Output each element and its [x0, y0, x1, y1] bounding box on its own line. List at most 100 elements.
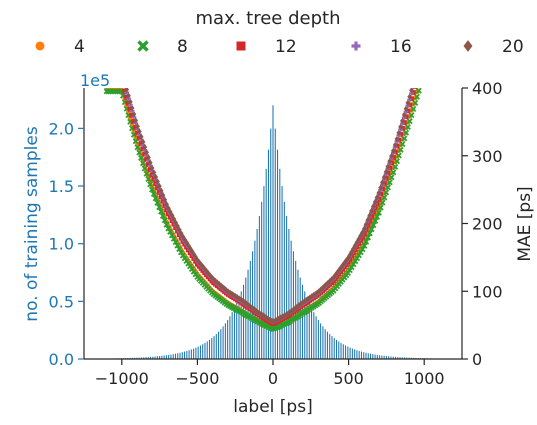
point-series-16 [119, 73, 124, 78]
point-series-16 [422, 47, 427, 52]
y-right-tick-label: 300 [472, 147, 503, 166]
histogram-bar [266, 169, 267, 359]
point-series-20 [431, 43, 436, 49]
point-series-16 [427, 47, 432, 52]
histogram-bar [186, 351, 187, 359]
point-series-20 [425, 43, 430, 49]
histogram-bar [291, 241, 292, 359]
histogram-bar [341, 343, 342, 359]
point-series-16 [110, 73, 115, 78]
point-series-20 [420, 49, 425, 55]
x-tick-label: 500 [333, 369, 364, 388]
histogram-bar [363, 352, 364, 359]
point-series-12 [416, 72, 421, 77]
histogram-bar [229, 316, 230, 359]
point-series-4 [418, 77, 423, 82]
point-series-16 [429, 47, 434, 52]
point-series-20 [416, 62, 421, 68]
histogram-bar [313, 312, 314, 359]
histogram-bar [368, 353, 369, 359]
point-series-12 [110, 79, 115, 84]
point-series-8 [431, 70, 436, 75]
histogram-bar [211, 338, 212, 359]
histogram-bar [227, 320, 228, 359]
point-series-16 [431, 47, 436, 52]
histogram-bar [377, 355, 378, 359]
histogram-bar [336, 340, 337, 359]
point-series-12 [422, 53, 427, 58]
legend-entry-4: 4 [36, 37, 85, 57]
point-series-20 [436, 43, 441, 49]
histogram-bar [223, 326, 224, 359]
legend-label-20: 20 [502, 37, 524, 57]
point-series-16 [415, 72, 420, 77]
point-series-12 [436, 53, 441, 58]
legend-label-4: 4 [74, 37, 85, 57]
point-series-20 [424, 43, 429, 49]
histogram-bar [343, 344, 344, 359]
histogram-bar [179, 353, 180, 359]
point-series-20 [418, 56, 423, 62]
histogram-bar [354, 349, 355, 359]
point-series-20 [122, 80, 127, 86]
histogram-bar [193, 349, 194, 359]
point-series-16 [113, 73, 118, 78]
point-series-16 [418, 60, 423, 65]
histogram-bar [200, 345, 201, 359]
histogram-bar [347, 347, 348, 359]
legend-entry-20: 20 [464, 37, 524, 57]
histogram-bar [288, 229, 289, 359]
histogram-bar [198, 347, 199, 359]
x-tick-label: 1000 [404, 369, 445, 388]
point-series-20 [411, 81, 416, 87]
point-series-16 [416, 66, 421, 71]
histogram-bar [234, 308, 235, 359]
histogram-bar [302, 285, 303, 359]
point-series-12 [429, 53, 434, 58]
histogram-bar [318, 320, 319, 359]
point-series-8 [425, 70, 430, 75]
point-series-16 [420, 53, 425, 58]
histogram-bar [284, 202, 285, 359]
legend-entry-16: 16 [352, 37, 412, 57]
histogram-bar [259, 216, 260, 359]
histogram-bar [207, 341, 208, 359]
point-series-12 [115, 79, 120, 84]
point-series-20 [113, 70, 118, 76]
point-series-4 [420, 71, 425, 76]
point-series-12 [119, 79, 124, 84]
point-series-12 [427, 53, 432, 58]
x-tick-label: −1000 [95, 369, 149, 388]
point-series-20 [429, 43, 434, 49]
histogram-bar [338, 341, 339, 359]
y-left-tick-label: 0.5 [49, 292, 74, 311]
point-series-16 [413, 78, 418, 83]
point-series-20 [427, 43, 432, 49]
point-series-20 [117, 70, 122, 76]
point-series-4 [425, 65, 430, 70]
point-series-8 [429, 70, 434, 75]
histogram-bar [370, 354, 371, 359]
histogram-bar [359, 351, 360, 359]
histogram-bar [220, 329, 221, 359]
point-series-12 [113, 79, 118, 84]
histogram-bar [263, 186, 264, 359]
histogram-bar [282, 186, 283, 359]
point-series-20 [415, 68, 420, 74]
point-series-8 [424, 70, 429, 75]
histogram-bar [361, 352, 362, 359]
histogram-bar [243, 285, 244, 359]
point-series-4 [424, 65, 429, 70]
y-right-axis-label: MAE [ps] [515, 186, 535, 261]
point-series-16 [433, 47, 438, 52]
y-multiplier-label: 1e5 [80, 71, 110, 90]
y-left-tick-label: 1.5 [49, 177, 74, 196]
legend-title: max. tree depth [196, 8, 341, 29]
legend-entry-8: 8 [139, 37, 188, 57]
histogram-bar [216, 334, 217, 359]
point-series-8 [418, 82, 423, 87]
point-series-20 [422, 43, 427, 49]
point-series-16 [121, 78, 126, 83]
histogram-bar [320, 323, 321, 359]
histogram-bar [279, 169, 280, 359]
